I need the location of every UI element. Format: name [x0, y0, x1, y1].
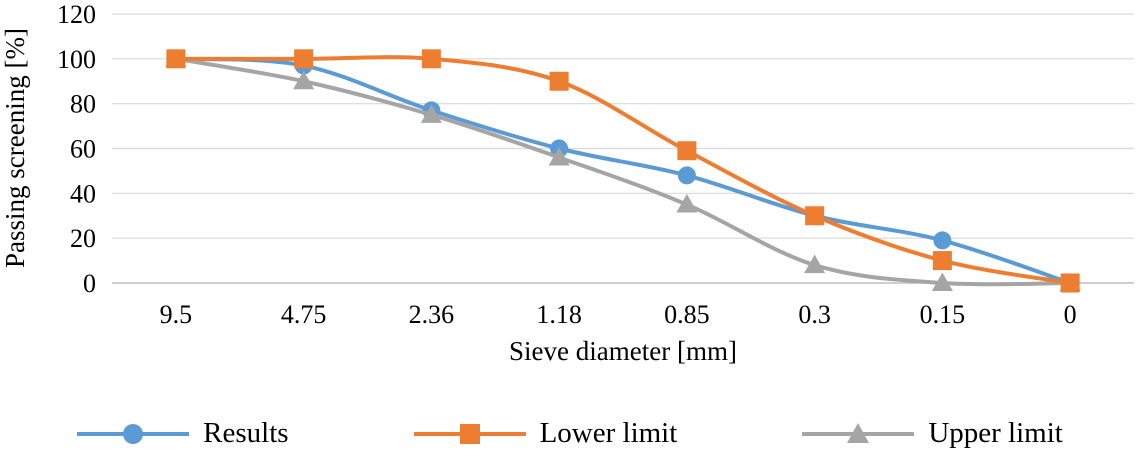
marker-triangle-upper-limit	[804, 254, 826, 274]
upper-limit-line-marker-icon	[802, 422, 915, 443]
legend-label-lower-limit: Lower limit	[539, 417, 678, 449]
series-line-upper-limit	[173, 56, 1073, 287]
y-tick-label: 0	[83, 269, 96, 298]
x-tick-label: 0.15	[920, 300, 966, 329]
x-tick-label: 0.85	[664, 300, 710, 329]
y-axis-title: Passing screening [%]	[0, 28, 30, 268]
legend-label-upper-limit: Upper limit	[928, 417, 1063, 449]
y-tick-label: 100	[57, 45, 96, 74]
x-tick-label: 2.36	[409, 300, 455, 329]
legend-item-lower-limit: Lower limit	[413, 417, 678, 449]
y-tick-label: 40	[70, 179, 96, 208]
series-line-results	[173, 56, 1073, 285]
chart-legend: Results Lower limit Upper limit	[0, 419, 1140, 448]
marker-triangle-upper-limit	[420, 104, 442, 123]
marker-square-lower-limit	[1060, 273, 1080, 293]
marker-circle-results	[677, 166, 696, 185]
marker-square-lower-limit	[549, 71, 569, 91]
marker-triangle-upper-limit	[548, 146, 570, 166]
y-tick-label: 20	[70, 224, 96, 253]
marker-square-lower-limit	[294, 49, 314, 69]
x-tick-label: 0.3	[798, 300, 831, 329]
marker-square-lower-limit	[166, 49, 186, 69]
legend-label-results: Results	[203, 417, 289, 449]
marker-circle-results	[933, 231, 952, 250]
x-tick-label: 9.5	[160, 300, 193, 329]
marker-square-lower-limit	[677, 141, 697, 161]
x-axis-title: Sieve diameter [mm]	[509, 336, 737, 366]
x-tick-label: 0	[1064, 300, 1077, 329]
legend-item-upper-limit: Upper limit	[802, 419, 1063, 448]
lower-limit-line-marker-icon	[413, 423, 526, 444]
marker-square-lower-limit	[932, 251, 952, 271]
chart-plot: Passing screening [%] Sieve diameter [mm…	[0, 0, 1134, 366]
legend-item-results: Results	[77, 417, 289, 449]
marker-triangle-upper-limit	[293, 70, 315, 90]
y-tick-label: 60	[70, 135, 96, 164]
marker-triangle-upper-limit	[676, 194, 698, 213]
marker-square-lower-limit	[805, 206, 825, 226]
y-tick-label: 120	[57, 0, 96, 29]
x-tick-label: 4.75	[281, 300, 327, 329]
y-tick-label: 80	[70, 90, 96, 119]
marker-triangle-upper-limit	[931, 272, 953, 291]
marker-square-lower-limit	[421, 49, 441, 69]
series-line-lower-limit	[173, 55, 1073, 285]
results-line-marker-icon	[77, 423, 190, 444]
x-tick-label: 1.18	[536, 300, 582, 329]
